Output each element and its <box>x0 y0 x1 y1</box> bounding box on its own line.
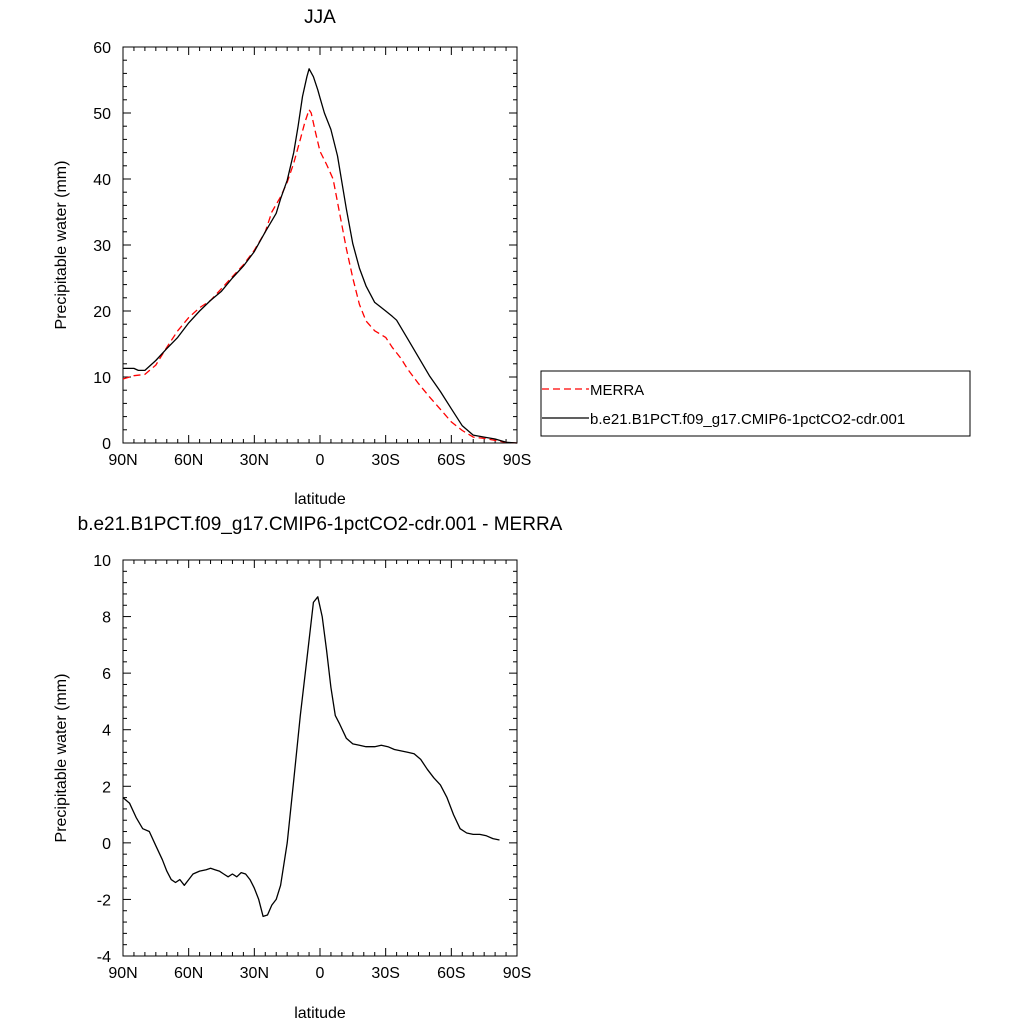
top-y-tick-label: 10 <box>93 370 111 387</box>
top-y-tick-label: 30 <box>93 238 111 255</box>
bottom-y-tick-label: 2 <box>102 779 111 796</box>
bottom-y-tick-label: -2 <box>97 892 111 909</box>
bottom-x-tick-label: 60N <box>174 965 203 982</box>
top-x-tick-label: 60S <box>437 452 465 469</box>
top-series-lines <box>122 68 518 444</box>
bottom-y-tick-label: 10 <box>93 553 111 570</box>
top-x-tick-label: 90S <box>503 452 531 469</box>
bottom-y-tick-label: 4 <box>102 723 111 740</box>
top-axis-ticks: 90N 60N 30N 0 30S 60S 90S 0 10 20 30 40 50 60 <box>93 40 531 469</box>
bottom-x-tick-label: 30N <box>240 965 269 982</box>
bottom-panel: b.e21.B1PCT.f09_g17.CMIP6-1pctCO2-cdr.00… <box>53 514 563 1022</box>
top-x-tick-label: 90N <box>108 452 137 469</box>
top-x-tick-label: 30S <box>371 452 399 469</box>
legend: MERRA b.e21.B1PCT.f09_g17.CMIP6-1pctCO2-… <box>540 370 971 437</box>
top-y-tick-label: 0 <box>102 436 111 453</box>
top-plot-frame <box>122 46 518 444</box>
bottom-x-axis-label: latitude <box>294 1005 346 1022</box>
bottom-x-tick-label: 60S <box>437 965 465 982</box>
bottom-y-tick-label: -4 <box>97 949 111 966</box>
top-x-tick-label: 0 <box>316 452 325 469</box>
bottom-y-tick-label: 0 <box>102 836 111 853</box>
bottom-y-tick-label: 8 <box>102 610 111 627</box>
bottom-chart-title: b.e21.B1PCT.f09_g17.CMIP6-1pctCO2-cdr.00… <box>78 514 563 535</box>
bottom-series-line-difference <box>122 596 500 918</box>
legend-label-merra: MERRA <box>590 382 644 399</box>
top-x-axis-label: latitude <box>294 491 346 508</box>
top-y-tick-label: 60 <box>93 40 111 57</box>
bottom-x-tick-label: 90N <box>108 965 137 982</box>
top-panel: JJA 90N 60N 30N 0 30S 60S 90S 0 10 20 30 40 50 60 lat… <box>53 7 531 508</box>
bottom-y-tick-label: 6 <box>102 666 111 683</box>
top-x-tick-label: 60N <box>174 452 203 469</box>
bottom-plot-frame <box>122 559 518 957</box>
top-x-tick-label: 30N <box>240 452 269 469</box>
legend-box <box>540 370 971 437</box>
top-chart-title: JJA <box>304 7 336 28</box>
bottom-x-tick-label: 0 <box>316 965 325 982</box>
bottom-axis-ticks: 90N 60N 30N 0 30S 60S 90S -4 -2 0 2 4 6 8 10 <box>93 553 531 982</box>
top-y-tick-label: 50 <box>93 106 111 123</box>
top-y-tick-label: 20 <box>93 304 111 321</box>
top-y-tick-label: 40 <box>93 172 111 189</box>
bottom-x-tick-label: 30S <box>371 965 399 982</box>
top-series-line-model <box>123 68 518 444</box>
top-y-axis-label: Precipitable water (mm) <box>53 161 70 330</box>
bottom-y-axis-label: Precipitable water (mm) <box>53 674 70 843</box>
bottom-x-tick-label: 90S <box>503 965 531 982</box>
top-series-line-merra <box>122 109 518 444</box>
legend-label-model: b.e21.B1PCT.f09_g17.CMIP6-1pctCO2-cdr.00… <box>590 411 905 428</box>
bottom-series-lines <box>122 596 500 918</box>
